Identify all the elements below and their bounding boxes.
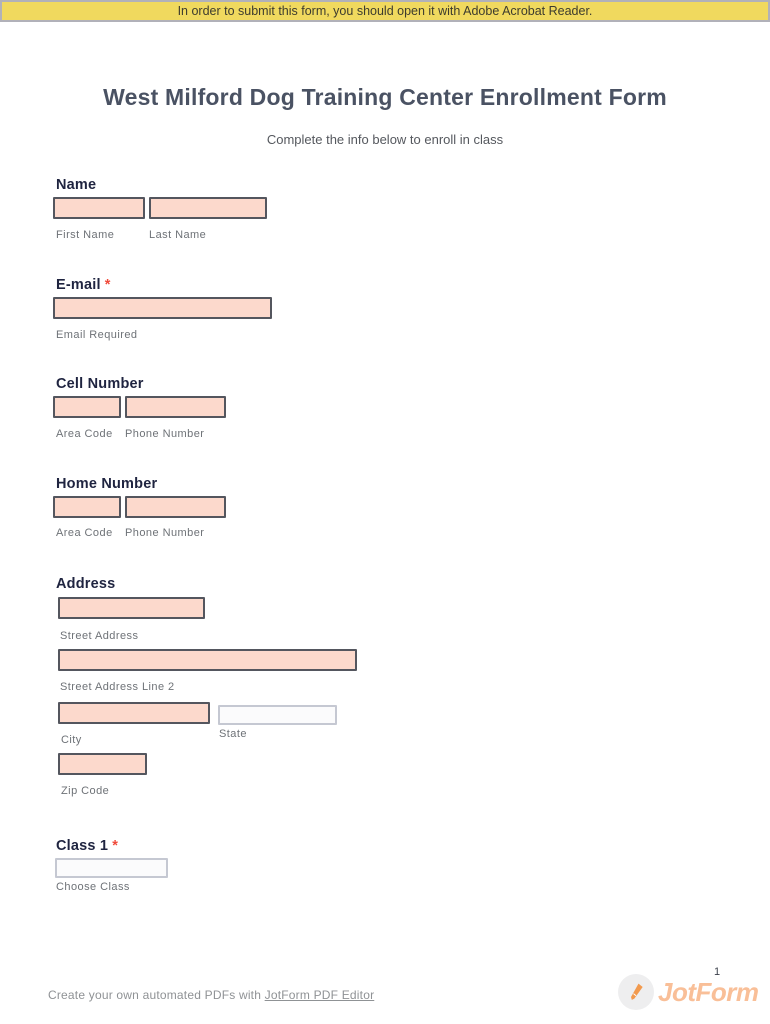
cell-area-code-sublabel: Area Code [56,428,113,440]
state-input[interactable] [218,705,337,725]
required-asterisk: * [104,277,111,293]
home-area-code-input[interactable] [53,496,121,518]
class1-sublabel: Choose Class [56,881,130,893]
city-sublabel: City [61,734,82,746]
street-address-input[interactable] [58,597,205,619]
home-phone-number-input[interactable] [125,496,226,518]
banner-text: In order to submit this form, you should… [177,4,593,18]
last-name-sublabel: Last Name [149,229,207,241]
street-address-line2-input[interactable] [58,649,357,671]
home-area-code-sublabel: Area Code [56,527,113,539]
first-name-input[interactable] [53,197,145,219]
footer-credit-text: Create your own automated PDFs with [48,988,265,1002]
acrobat-warning-banner: In order to submit this form, you should… [0,0,770,22]
zip-code-sublabel: Zip Code [61,785,110,797]
class1-select-input[interactable] [55,858,168,878]
email-sublabel: Email Required [56,329,138,341]
state-sublabel: State [219,728,247,740]
cell-area-code-input[interactable] [53,396,121,418]
address-label: Address [56,576,116,592]
jotform-pen-icon [618,974,654,1010]
form-title: West Milford Dog Training Center Enrollm… [103,84,667,110]
cell-phone-number-sublabel: Phone Number [125,428,205,440]
page-number: 1 [714,966,721,978]
cell-number-label: Cell Number [56,376,144,392]
email-input[interactable] [53,297,272,319]
home-number-label: Home Number [56,476,158,492]
footer-credit: Create your own automated PDFs with JotF… [48,988,374,1002]
home-phone-number-sublabel: Phone Number [125,527,205,539]
street-address-sublabel: Street Address [60,630,139,642]
jotform-logo-text: JotForm [658,976,759,1007]
first-name-sublabel: First Name [56,229,115,241]
jotform-pdf-editor-link[interactable]: JotForm PDF Editor [264,988,375,1002]
cell-phone-number-input[interactable] [125,396,226,418]
name-label: Name [56,177,97,193]
email-label: E-mail * [56,277,111,293]
form-subtitle: Complete the info below to enroll in cla… [266,132,504,147]
jotform-logo: JotForm [618,974,759,1010]
last-name-input[interactable] [149,197,267,219]
zip-code-input[interactable] [58,753,147,775]
street-address-line2-sublabel: Street Address Line 2 [60,681,175,693]
required-asterisk: * [112,838,119,854]
city-input[interactable] [58,702,210,724]
class1-label: Class 1 * [56,838,119,854]
